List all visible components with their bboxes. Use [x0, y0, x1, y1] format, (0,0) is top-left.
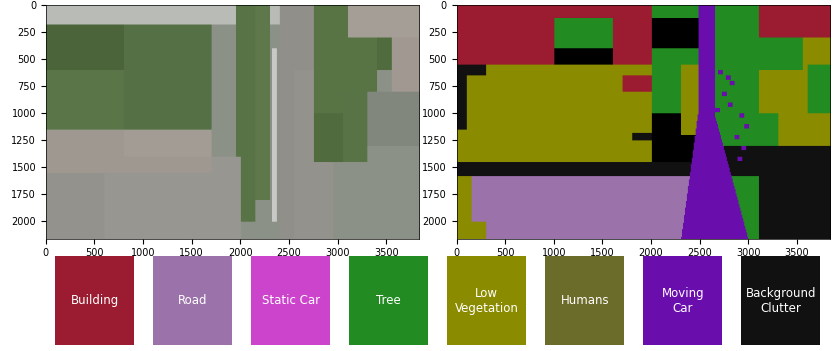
Bar [643, 256, 722, 345]
Text: Background
Clutter: Background Clutter [746, 287, 816, 314]
Bar [447, 256, 526, 345]
Text: Moving
Car: Moving Car [661, 287, 704, 314]
Bar [55, 256, 134, 345]
Text: Tree: Tree [376, 294, 401, 307]
Text: Building: Building [71, 294, 119, 307]
Text: Road: Road [178, 294, 208, 307]
Text: Static Car: Static Car [262, 294, 320, 307]
Bar [349, 256, 429, 345]
Bar [741, 256, 821, 345]
Text: Humans: Humans [560, 294, 609, 307]
Bar [545, 256, 625, 345]
Text: Low
Vegetation: Low Vegetation [455, 287, 519, 314]
Bar [251, 256, 330, 345]
Bar [153, 256, 233, 345]
